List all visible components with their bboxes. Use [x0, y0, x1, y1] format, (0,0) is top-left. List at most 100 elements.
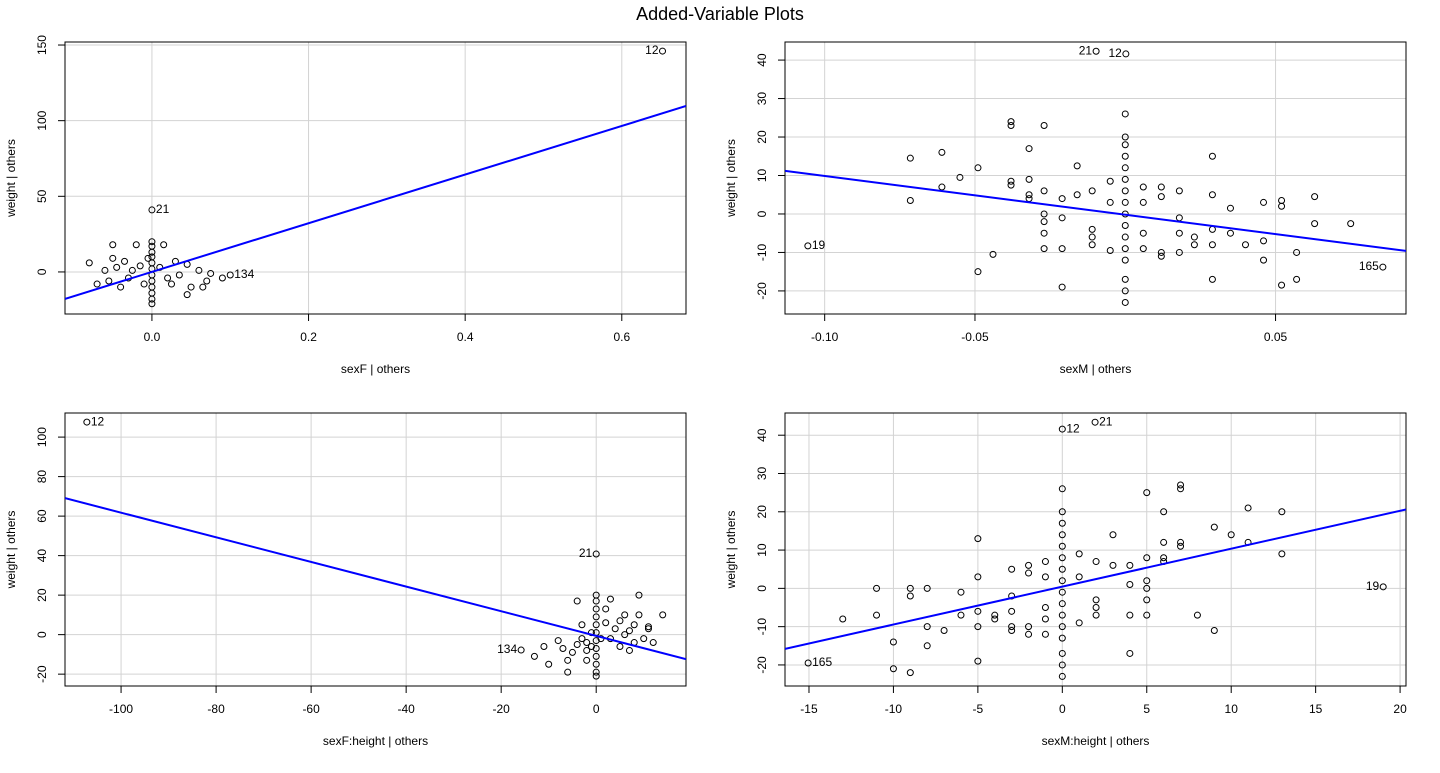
point: [1025, 145, 1033, 153]
x-tick-label: 0: [593, 702, 600, 716]
point: [1226, 204, 1234, 212]
point: [956, 173, 964, 181]
point-label: 21: [156, 202, 170, 216]
point: [121, 257, 129, 265]
point: [1121, 298, 1129, 306]
point: [974, 535, 982, 543]
point: [1260, 256, 1268, 264]
point: [592, 613, 600, 621]
y-tick-label: -20: [35, 665, 49, 683]
point: [1041, 558, 1049, 566]
point: [1040, 187, 1048, 195]
point: [974, 607, 982, 615]
point: [1025, 195, 1033, 203]
y-axis-label: weight | others: [4, 511, 18, 590]
point: [1040, 210, 1048, 218]
point: [1058, 425, 1066, 433]
point: [1106, 177, 1114, 185]
point: [1143, 554, 1151, 562]
point: [1058, 611, 1066, 619]
point-label: 19: [812, 238, 826, 252]
point: [616, 642, 624, 650]
y-axis-label: weight | others: [724, 511, 738, 590]
point: [540, 642, 548, 650]
x-tick-label: -80: [207, 702, 225, 716]
point: [1041, 630, 1049, 638]
point: [1311, 220, 1319, 228]
point: [564, 668, 572, 676]
y-tick-label: -20: [755, 282, 769, 300]
point: [1278, 197, 1286, 205]
x-tick-label: 0.0: [144, 330, 161, 344]
point: [1311, 193, 1319, 201]
point: [938, 148, 946, 156]
fit-line: [785, 169, 1406, 252]
point: [1007, 118, 1015, 126]
x-axis-label: sexF:height | others: [323, 734, 428, 748]
point: [974, 573, 982, 581]
point: [1092, 604, 1100, 612]
point: [168, 280, 176, 288]
point: [1091, 418, 1099, 426]
y-tick-label: 100: [35, 110, 49, 130]
plot-frame: [64, 41, 687, 315]
point: [889, 638, 897, 646]
point: [611, 625, 619, 633]
point: [1126, 649, 1134, 657]
point: [1278, 508, 1286, 516]
point: [148, 206, 156, 214]
point: [1058, 554, 1066, 562]
point: [1278, 281, 1286, 289]
point: [1058, 588, 1066, 596]
point: [991, 615, 999, 623]
point: [602, 605, 610, 613]
point: [906, 154, 914, 162]
point: [974, 623, 982, 631]
point: [1121, 287, 1129, 295]
point: [592, 597, 600, 605]
y-axis-label: weight | others: [724, 139, 738, 218]
point: [1121, 256, 1129, 264]
point: [1007, 121, 1015, 129]
point: [1278, 550, 1286, 558]
y-tick-label: 100: [35, 427, 49, 447]
y-tick-label: -10: [755, 243, 769, 261]
point: [1041, 604, 1049, 612]
panel: 0.0 0.2 0.4 0.6 0 50 100 150 12 21 134 sexF | other…: [4, 35, 687, 376]
point: [1379, 583, 1387, 591]
point-label: 12: [1108, 46, 1122, 60]
point: [1025, 191, 1033, 199]
point: [1008, 623, 1016, 631]
y-tick-label: 20: [755, 130, 769, 144]
x-tick-label: -20: [493, 702, 511, 716]
point: [517, 646, 525, 654]
point: [1121, 198, 1129, 206]
point: [1190, 241, 1198, 249]
point: [1008, 626, 1016, 634]
point: [1058, 531, 1066, 539]
point: [957, 588, 965, 596]
point: [1208, 241, 1216, 249]
fit-line: [785, 508, 1406, 650]
y-tick-label: 10: [755, 169, 769, 183]
point: [1092, 558, 1100, 566]
point: [1121, 233, 1129, 241]
point: [1092, 47, 1100, 55]
point: [1126, 611, 1134, 619]
x-tick-label: 0: [1059, 702, 1066, 716]
point: [1175, 229, 1183, 237]
plot-frame: [64, 412, 687, 687]
point: [144, 254, 152, 262]
point: [207, 269, 215, 277]
point: [1121, 222, 1129, 230]
point: [1347, 220, 1355, 228]
point: [1126, 561, 1134, 569]
point: [1058, 649, 1066, 657]
point-label: 21: [1099, 414, 1113, 428]
point: [1121, 164, 1129, 172]
point: [640, 635, 648, 643]
point: [1121, 187, 1129, 195]
y-tick-label: 0: [755, 585, 769, 592]
point: [1208, 275, 1216, 283]
point-label: 12: [645, 43, 659, 57]
